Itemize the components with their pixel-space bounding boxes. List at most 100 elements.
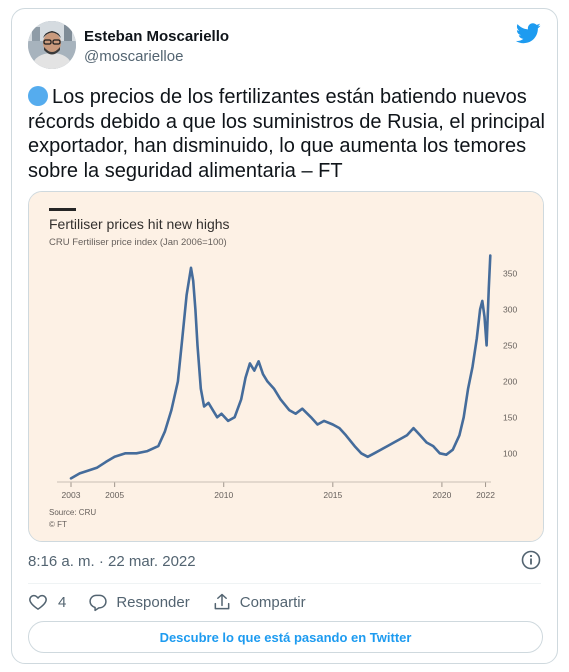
data-point xyxy=(257,360,260,363)
x-tick-label: 2005 xyxy=(105,490,124,500)
data-point xyxy=(105,461,107,463)
data-point xyxy=(164,430,166,433)
y-tick-label: 250 xyxy=(503,340,517,350)
data-point xyxy=(262,373,264,375)
avatar[interactable] xyxy=(28,21,76,69)
data-point xyxy=(438,452,441,455)
data-point xyxy=(471,366,474,368)
avatar-photo xyxy=(28,21,76,69)
data-point xyxy=(481,300,484,302)
blue-circle-emoji-icon xyxy=(28,86,48,106)
data-point xyxy=(266,380,269,383)
data-point xyxy=(279,398,282,401)
discover-button[interactable]: Descubre lo que está pasando en Twitter xyxy=(28,621,543,653)
y-tick-label: 150 xyxy=(503,412,517,422)
x-tick-label: 2022 xyxy=(476,490,495,500)
twitter-bird-icon[interactable] xyxy=(516,23,541,44)
share-icon xyxy=(214,593,230,610)
data-point xyxy=(419,434,421,437)
reply-label: Responder xyxy=(116,593,190,611)
data-point xyxy=(452,448,454,451)
data-point xyxy=(220,412,223,415)
data-point xyxy=(412,427,415,429)
data-point xyxy=(489,254,492,257)
data-point xyxy=(96,466,98,469)
tweet-timestamp[interactable]: 8:16 a. m. · 22 mar. 2022 xyxy=(28,553,196,570)
data-point xyxy=(323,420,325,422)
data-point xyxy=(476,337,478,340)
data-point xyxy=(200,387,202,390)
data-point xyxy=(87,469,90,472)
chart: Fertiliser prices hit new highs CRU Fert… xyxy=(29,192,543,541)
data-point xyxy=(227,420,229,422)
data-point xyxy=(479,308,481,311)
tweet-card[interactable]: Esteban Moscariello @moscarielloe Los pr… xyxy=(11,8,558,664)
author-block[interactable]: Esteban Moscariello @moscarielloe xyxy=(84,27,229,67)
data-point xyxy=(353,445,356,447)
x-tick-label: 2020 xyxy=(432,490,451,500)
data-point xyxy=(338,427,341,429)
y-tick-label: 100 xyxy=(503,448,517,458)
data-point xyxy=(216,416,218,419)
data-point xyxy=(70,477,72,480)
like-count: 4 xyxy=(58,593,67,611)
chart-subtitle: CRU Fertiliser price index (Jan 2006=100… xyxy=(49,237,227,248)
data-point xyxy=(253,369,256,372)
x-tick-label: 2015 xyxy=(323,490,342,500)
data-point xyxy=(249,362,251,365)
data-point xyxy=(406,434,408,437)
data-point xyxy=(190,267,192,269)
data-point xyxy=(181,337,184,340)
data-point xyxy=(192,280,194,282)
data-point xyxy=(373,452,376,455)
chart-header-bar xyxy=(49,208,76,211)
x-tick-label: 2003 xyxy=(62,490,81,500)
data-point xyxy=(135,452,138,455)
chart-title: Fertiliser prices hit new highs xyxy=(49,216,230,232)
share-label: Compartir xyxy=(239,593,306,611)
data-point xyxy=(301,407,304,410)
data-point xyxy=(488,287,490,289)
y-tick-label: 200 xyxy=(503,376,517,386)
data-point xyxy=(425,441,428,444)
data-point xyxy=(432,445,435,447)
data-point xyxy=(294,412,297,415)
share-button[interactable]: Compartir xyxy=(212,592,306,612)
tweet-text: Los precios de los fertilizantes están b… xyxy=(28,86,545,182)
data-point xyxy=(194,308,197,311)
data-point xyxy=(170,409,173,411)
author-name[interactable]: Esteban Moscariello xyxy=(84,28,230,45)
data-point xyxy=(332,423,334,426)
author-handle[interactable]: @moscarielloe xyxy=(84,48,184,65)
tweet-actions: 4 Responder Compartir xyxy=(28,592,328,612)
tweet-text-block: Los precios de los fertilizantes están b… xyxy=(28,85,548,183)
data-point xyxy=(345,434,347,437)
data-point xyxy=(233,416,236,419)
chart-credit: © FT xyxy=(49,520,67,529)
data-point xyxy=(316,423,319,426)
data-point xyxy=(273,387,275,390)
y-tick-label: 350 xyxy=(503,269,517,279)
tweet-media-chart[interactable]: Fertiliser prices hit new highs CRU Fert… xyxy=(28,191,544,542)
data-point xyxy=(393,441,395,444)
data-point xyxy=(78,472,81,475)
data-point xyxy=(244,377,247,379)
data-point xyxy=(458,434,461,437)
data-point xyxy=(288,409,291,411)
x-tick-label: 2010 xyxy=(214,490,233,500)
data-point xyxy=(485,344,488,347)
fertiliser-price-line xyxy=(69,254,492,480)
data-point xyxy=(483,315,486,318)
data-point xyxy=(124,452,127,455)
data-point xyxy=(310,416,312,419)
data-point xyxy=(467,387,469,390)
reply-icon xyxy=(89,594,108,612)
data-point xyxy=(203,405,205,408)
data-point xyxy=(185,294,188,296)
reply-button[interactable]: Responder xyxy=(88,592,190,612)
like-button[interactable]: 4 xyxy=(28,592,66,612)
divider xyxy=(28,583,541,584)
data-point xyxy=(445,453,448,456)
data-point xyxy=(240,398,242,401)
info-icon[interactable] xyxy=(521,550,541,570)
